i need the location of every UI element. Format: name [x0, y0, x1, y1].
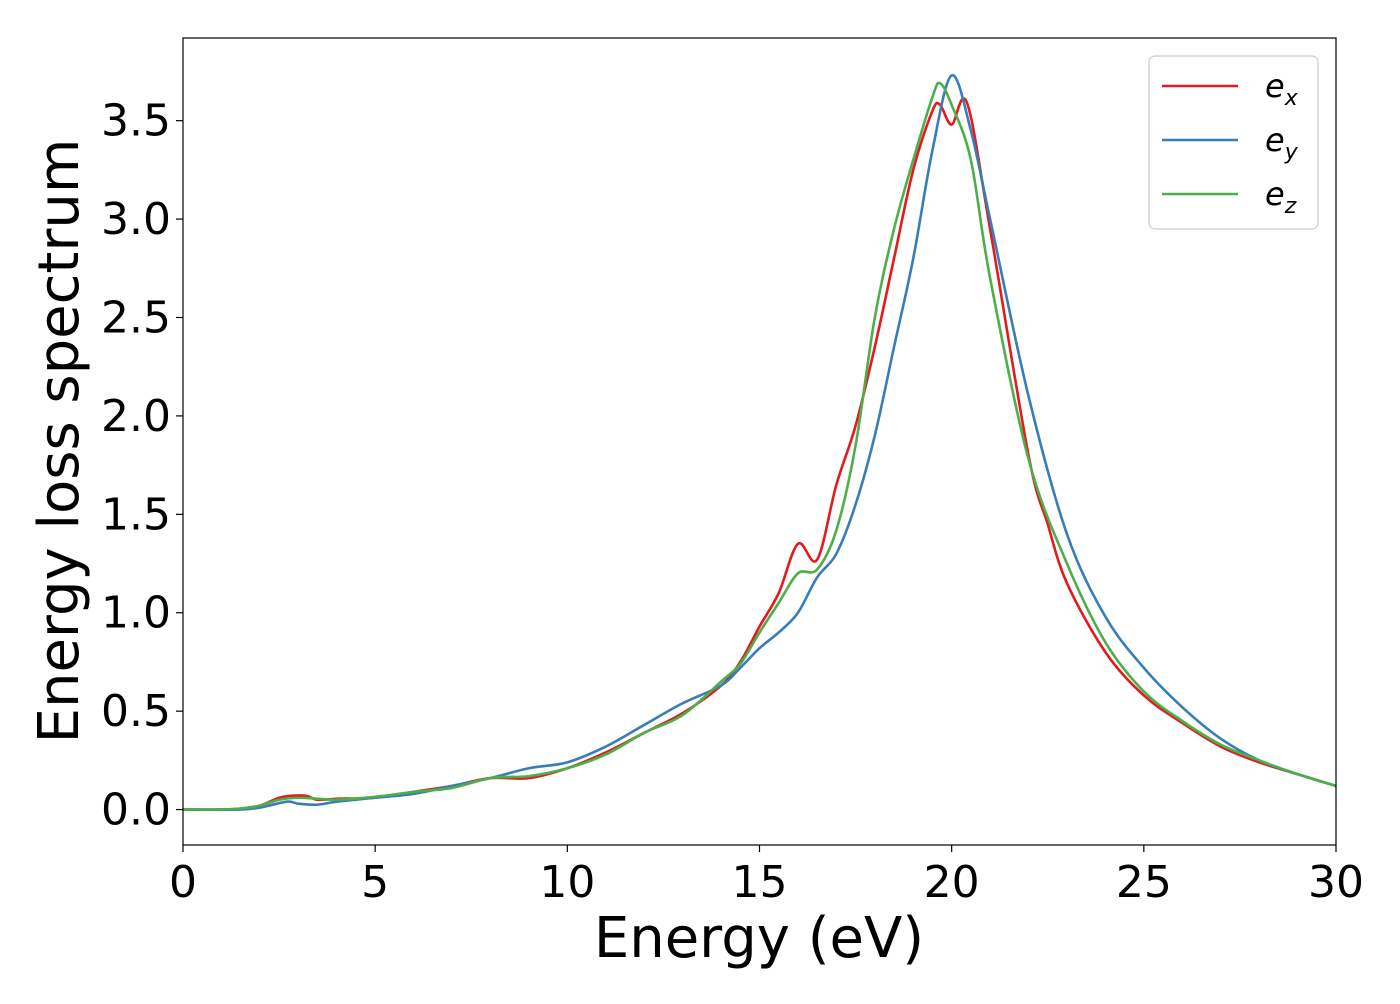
x-tick-label: 5 [361, 857, 389, 908]
series-line-z [182, 81, 1337, 811]
x-axis-title: Energy (eV) [594, 906, 924, 971]
y-tick-label: 0.5 [101, 686, 171, 737]
y-tick-label: 1.5 [101, 489, 171, 540]
x-axis: 0 5 10 15 20 25 30 [169, 845, 1364, 908]
series-lines [182, 74, 1337, 812]
y-tick-label: 0.0 [101, 785, 171, 836]
legend-subscript: x [1284, 86, 1299, 111]
y-tick-label: 2.0 [101, 391, 171, 442]
y-tick-label: 1.0 [101, 588, 171, 639]
x-tick-label: 30 [1308, 857, 1364, 908]
y-tick-label: 2.5 [101, 292, 171, 343]
legend-subscript: z [1284, 194, 1297, 219]
series-line-y [183, 74, 1337, 812]
y-axis: 0.0 0.5 1.0 1.5 2.0 2.5 3.0 3.5 [101, 96, 183, 836]
x-tick-label: 20 [924, 857, 980, 908]
legend-box [1148, 55, 1319, 230]
y-tick-label: 3.0 [101, 194, 171, 245]
legend-subscript: y [1284, 140, 1299, 165]
x-tick-label: 0 [169, 857, 197, 908]
x-tick-label: 25 [1116, 857, 1172, 908]
y-axis-title: Energy loss spectrum [27, 139, 92, 744]
y-tick-label: 3.5 [101, 96, 171, 147]
x-tick-label: 10 [539, 857, 595, 908]
x-tick-label: 15 [732, 857, 788, 908]
